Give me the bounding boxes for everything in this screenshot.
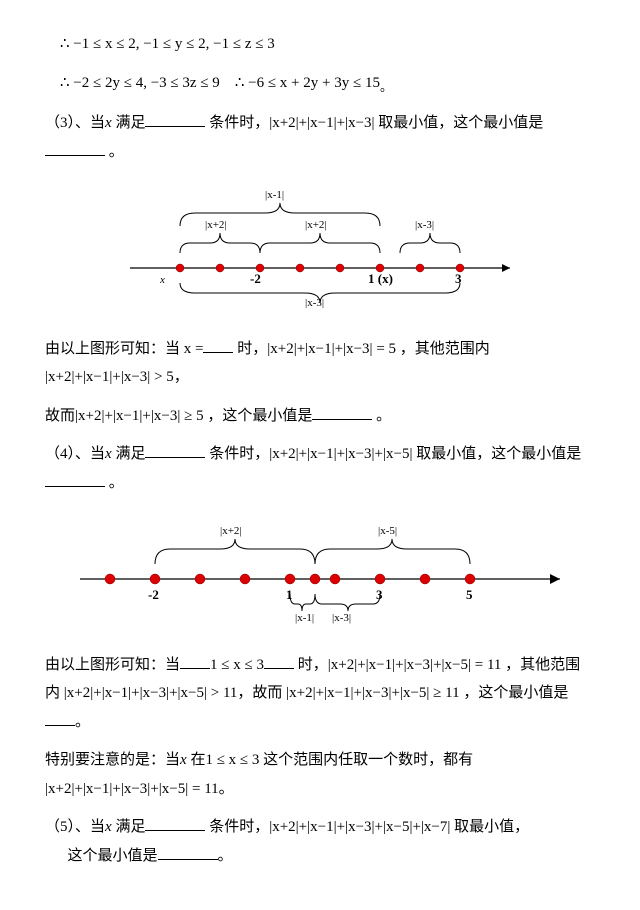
svg-text:1: 1 <box>286 587 293 602</box>
line-2: ∴ −2 ≤ 2y ≤ 4, −3 ≤ 3z ≤ 9 ∴ −6 ≤ x + 2y… <box>45 69 595 100</box>
blank-3a <box>145 111 205 127</box>
question-5: （5）、当x 满足 条件时，|x+2|+|x−1|+|x−3|+|x−5|+|x… <box>45 813 595 870</box>
blank-3c <box>203 337 233 353</box>
svg-text:3: 3 <box>455 271 462 286</box>
svg-text:|x-3|: |x-3| <box>415 219 434 231</box>
svg-text:|x-3|: |x-3| <box>305 297 324 308</box>
para-4a: 由以上图形可知：当1 ≤ x ≤ 3 时，|x+2|+|x−1|+|x−3|+|… <box>45 651 595 737</box>
diagram-1: x -2 1 (x) 3 |x+2| |x+2| |x-3| |x-1| |x-… <box>45 178 595 319</box>
svg-text:|x-1|: |x-1| <box>295 612 314 624</box>
question-3: （3）、当x 满足 条件时，|x+2|+|x−1|+|x−3| 取最小值，这个最… <box>45 109 595 166</box>
blank-4b <box>45 471 105 487</box>
svg-text:|x+2|: |x+2| <box>305 219 327 231</box>
blank-3b <box>45 140 105 156</box>
blank-4a <box>145 442 205 458</box>
blank-4c <box>180 653 210 669</box>
svg-text:|x+2|: |x+2| <box>205 219 227 231</box>
blank-5a <box>145 815 205 831</box>
para-3a: 由以上图形可知：当 x = 时，|x+2|+|x−1|+|x−3| = 5 ，其… <box>45 335 595 392</box>
svg-text:-2: -2 <box>148 587 159 602</box>
svg-text:x: x <box>159 274 165 286</box>
question-4: （4）、当x 满足 条件时，|x+2|+|x−1|+|x−3|+|x−5| 取最… <box>45 440 595 497</box>
blank-4d <box>264 653 294 669</box>
svg-text:|x+2|: |x+2| <box>220 525 242 537</box>
line-1: ∴ −1 ≤ x ≤ 2, −1 ≤ y ≤ 2, −1 ≤ z ≤ 3 <box>45 30 595 59</box>
blank-3d <box>312 404 372 420</box>
blank-5b <box>158 844 218 860</box>
para-3c: 故而|x+2|+|x−1|+|x−3| ≥ 5 ，这个最小值是 。 <box>45 402 595 431</box>
para-4c: 特别要注意的是：当x 在1 ≤ x ≤ 3 这个范围内任取一个数时，都有 |x+… <box>45 746 595 803</box>
svg-text:|x-1|: |x-1| <box>265 189 284 201</box>
diagram-2: -2 1 3 5 |x+2| |x-5| |x-1| |x-3| <box>45 509 595 635</box>
svg-text:5: 5 <box>466 587 473 602</box>
svg-text:|x-5|: |x-5| <box>378 525 397 537</box>
blank-4e <box>45 710 75 726</box>
svg-text:|x-3|: |x-3| <box>332 612 351 624</box>
svg-text:1 (x): 1 (x) <box>368 271 393 286</box>
svg-text:-2: -2 <box>250 271 261 286</box>
